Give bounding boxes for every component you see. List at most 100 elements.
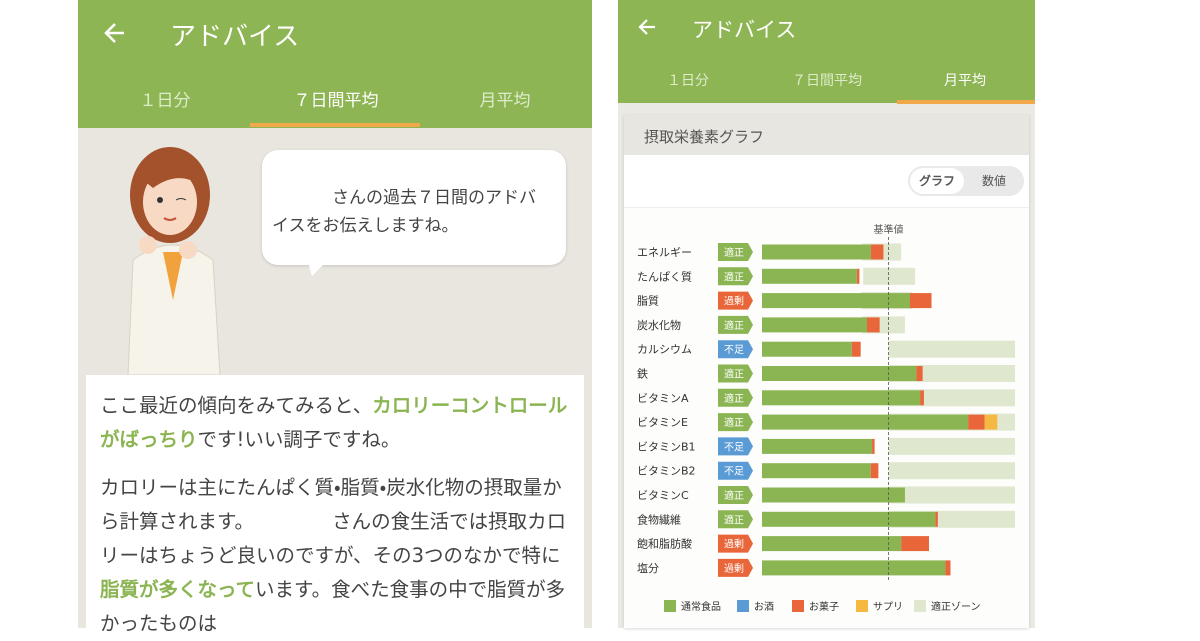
legend-label: お菓子 <box>809 601 839 613</box>
status-badge <box>718 267 753 286</box>
category-label: 食物繊維 <box>637 512 681 526</box>
bar-segment <box>920 390 924 406</box>
header: アドバイス １日分 ７日間平均 月平均 <box>618 0 1035 104</box>
status-label: 過剰 <box>724 296 744 308</box>
back-arrow[interactable] <box>102 20 128 46</box>
legend-label: 通常食品 <box>681 600 721 613</box>
bar-segment <box>984 414 998 430</box>
zone <box>888 340 1015 358</box>
status-badge <box>718 243 753 261</box>
status-badge <box>718 486 753 504</box>
bar-segment <box>762 268 857 284</box>
paragraph: カロリーは主にたんぱく質・脂質・炭水化物の摂取量から計算されます。 さんの食生活で… <box>100 471 570 641</box>
tab[interactable]: １日分 <box>667 73 709 90</box>
toggle-graph[interactable]: グラフ <box>910 168 964 194</box>
bar-segment <box>968 414 985 430</box>
bar-segment <box>762 244 871 260</box>
paragraph: ここ最近の傾向をみてみると、カロリーコントロールがばっちりです!いい調子ですね。 <box>100 389 570 457</box>
bar-segment <box>762 366 917 381</box>
bar-segment <box>870 244 884 260</box>
zone <box>888 486 1015 504</box>
status-label: 不足 <box>724 466 744 478</box>
bar-segment <box>762 293 911 309</box>
back-arrow[interactable] <box>637 17 657 37</box>
title: アドバイス <box>692 18 797 42</box>
card-title: 摂取栄養素グラフ <box>624 115 1029 155</box>
bar-segment <box>762 390 921 406</box>
status-badge <box>718 413 753 432</box>
zone <box>888 437 1015 455</box>
status-label: 適正 <box>724 513 744 526</box>
toggle-values[interactable]: 数値 <box>981 174 1006 188</box>
category-label: ビタミンC <box>637 489 689 502</box>
bar-segment <box>762 560 946 576</box>
legend-swatch <box>737 600 749 612</box>
category-label: カルシウム <box>637 343 692 356</box>
category-label: 炭水化物 <box>637 318 681 332</box>
category-label: 鉄 <box>637 367 648 381</box>
tab[interactable]: ７日間平均 <box>293 91 379 112</box>
status-label: 適正 <box>724 246 744 259</box>
status-badge <box>718 291 753 310</box>
bar-segment <box>851 341 861 357</box>
category-label: 塩分 <box>637 561 659 575</box>
title: アドバイス <box>170 22 300 52</box>
status-label: 過剰 <box>724 539 744 551</box>
legend-label: サプリ <box>873 601 903 613</box>
bar-segment <box>762 341 852 357</box>
status-badge <box>718 437 753 456</box>
status-label: 過剰 <box>724 563 744 575</box>
category-label: エネルギー <box>637 246 692 259</box>
category-label: ビタミンA <box>637 392 689 405</box>
zone <box>863 267 916 285</box>
status-badge <box>718 534 753 553</box>
left-screen: アドバイス １日分 ７日間平均 月平均 さんの過去７日間のアドバイスをお伝えしますね… <box>78 0 592 635</box>
status-badge <box>718 461 753 480</box>
legend-swatch <box>914 600 926 612</box>
bar-segment <box>762 487 905 503</box>
bar-segment <box>870 463 879 479</box>
status-label: 不足 <box>724 344 744 356</box>
bar-segment <box>916 366 923 381</box>
bar-segment <box>762 463 871 479</box>
status-badge <box>718 510 753 529</box>
text: カロリーは主にたんぱく質・脂質・炭水化物の摂取量から計算されます。 <box>100 476 562 533</box>
status-label: 不足 <box>724 441 744 453</box>
tab[interactable]: 月平均 <box>944 73 986 90</box>
bar-segment <box>866 317 880 333</box>
bar-segment <box>762 414 969 430</box>
bar-segment <box>935 511 938 527</box>
highlight: 脂質が多くなって <box>100 578 256 601</box>
tab[interactable]: １日分 <box>139 91 191 112</box>
toggle: グラフ 数値 <box>908 166 1024 196</box>
bar-segment <box>901 536 929 552</box>
category-label: ビタミンB2 <box>637 465 696 478</box>
bar-segment <box>762 438 873 454</box>
highlight: カロリーコントロールがばっちり <box>100 394 568 451</box>
status-label: 適正 <box>724 489 744 502</box>
category-label: たんぱく質 <box>637 269 692 283</box>
bar-segment <box>856 268 860 284</box>
text: です!いい調子ですね。 <box>197 428 401 451</box>
reference-label: 基準値 <box>874 223 904 236</box>
advice-card: ここ最近の傾向をみてみると、カロリーコントロールがばっちりです!いい調子ですね。… <box>86 375 584 635</box>
legend-label: 適正ゾーン <box>931 600 981 613</box>
bar-segment <box>762 536 902 552</box>
tab[interactable]: 月平均 <box>479 91 531 112</box>
bar-segment <box>945 560 951 576</box>
category-label: 飽和脂肪酸 <box>637 537 692 551</box>
status-badge <box>718 315 753 334</box>
status-label: 適正 <box>724 270 744 283</box>
bar-segment <box>762 511 936 527</box>
status-badge <box>718 388 753 407</box>
bar-segment <box>872 438 875 454</box>
bubble-text: さんの過去７日間のアドバイスをお伝えしますね。 <box>272 188 536 236</box>
bubble-tail <box>308 262 326 276</box>
category-label: ビタミンE <box>637 416 688 429</box>
tab-indicator <box>250 123 420 127</box>
bar-segment <box>910 293 932 309</box>
right-screen: アドバイス １日分 ７日間平均 月平均 摂取栄養素グラフ グラフ 数値 エネルギー適… <box>618 0 1035 628</box>
tab[interactable]: ７日間平均 <box>792 73 862 90</box>
status-badge <box>718 340 753 359</box>
